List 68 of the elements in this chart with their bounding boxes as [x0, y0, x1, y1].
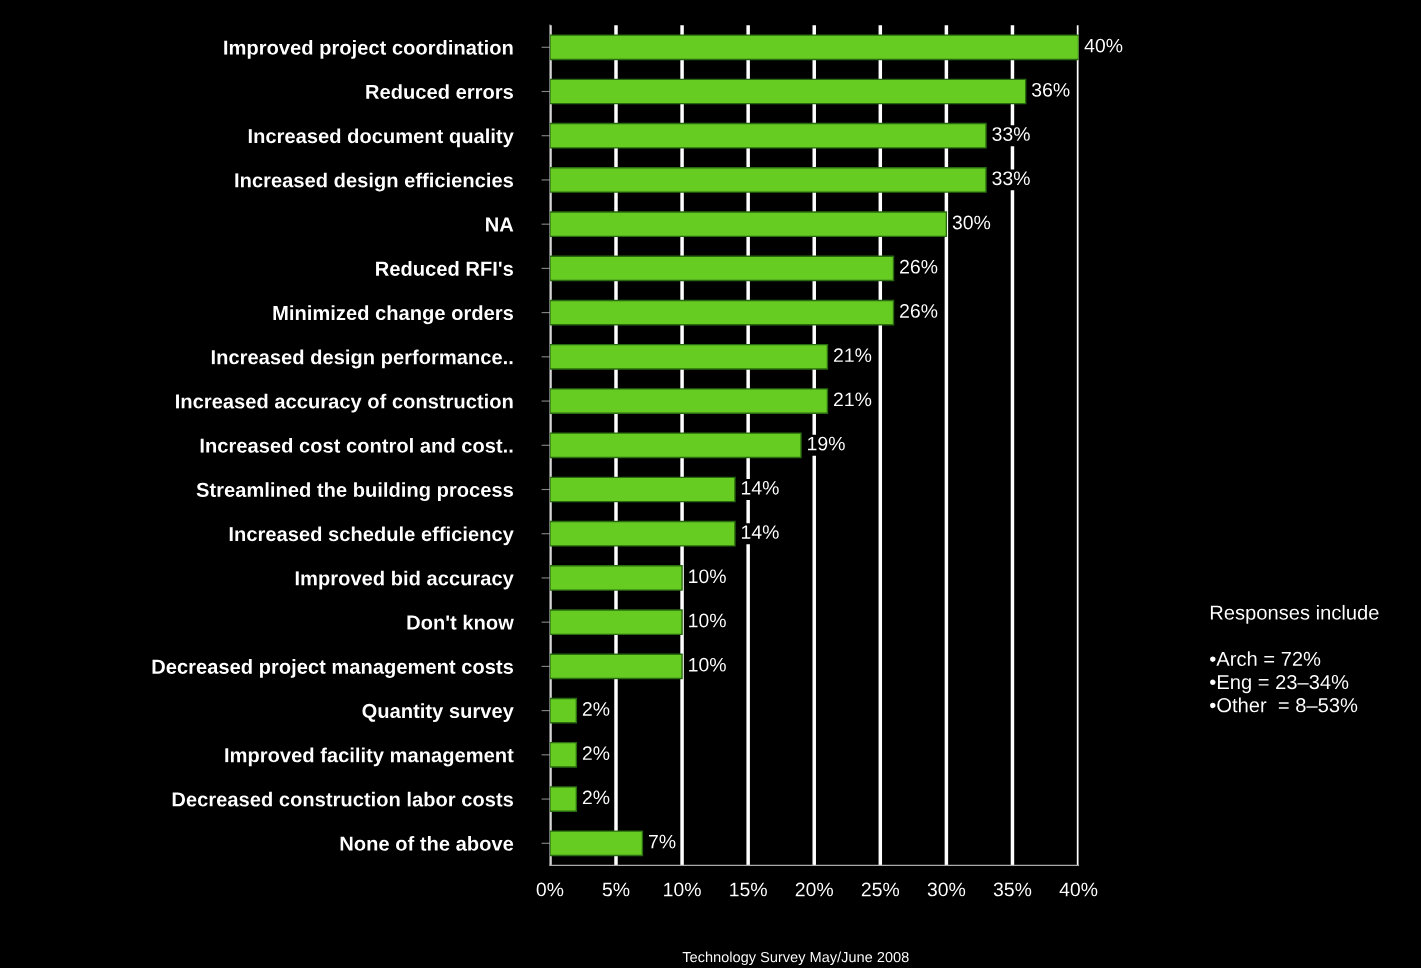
bar: [549, 167, 987, 193]
y-tick-label: Decreased construction labor costs: [172, 791, 514, 807]
x-tick-label: 30%: [927, 882, 966, 897]
text: Technology Survey May/June 2008: [682, 951, 909, 966]
text: Responses include •Arch = 72% •Eng = 23–34% •Other = 8–53%: [1210, 604, 1379, 713]
x-tick-label: 35%: [993, 882, 1032, 897]
x-tick-label: 10%: [664, 882, 701, 897]
x-tick-label: 0%: [536, 882, 564, 897]
data-label: 2%: [582, 702, 610, 716]
data-label: 2%: [582, 790, 610, 805]
data-label: 14%: [741, 525, 779, 539]
bar: [549, 609, 683, 636]
bar: [549, 299, 895, 326]
y-tick-label: NA: [486, 217, 514, 232]
bar: [549, 697, 578, 724]
bar: [549, 520, 736, 547]
bar: [549, 830, 644, 857]
y-tick-label: Minimized change orders: [273, 305, 513, 325]
y-tick-label: Improved project coordination: [224, 39, 513, 59]
data-label: 10%: [689, 613, 726, 628]
y-tick-label: Increased design performance..: [211, 349, 513, 369]
y-tick-label: Increased design efficiencies: [235, 172, 514, 192]
data-label: 36%: [1031, 82, 1070, 97]
y-tick-label: Decreased project management costs: [152, 659, 514, 678]
data-label: 14%: [741, 481, 779, 495]
y-tick-label: Streamlined the building process: [196, 482, 514, 502]
x-tick-label: 20%: [795, 882, 833, 897]
y-tick-label: Improved bid accuracy: [295, 570, 514, 590]
x-tick-label: 15%: [730, 882, 767, 897]
data-label: 30%: [952, 215, 991, 230]
y-tick-label: Increased cost control and cost..: [200, 437, 513, 453]
data-label: 10%: [689, 657, 726, 672]
bar: [549, 211, 948, 238]
y-tick-label: Increased schedule efficiency: [229, 526, 514, 546]
bar: [549, 34, 1079, 61]
bar: [549, 476, 736, 503]
y-tick-label: Don't know: [407, 614, 514, 630]
y-tick-label: Reduced RFI's: [376, 261, 513, 276]
data-label: 2%: [582, 746, 610, 760]
data-label: 7%: [648, 834, 676, 849]
data-label: 21%: [833, 392, 872, 407]
data-label: 33%: [992, 127, 1030, 141]
bar: [549, 78, 1027, 105]
bar: [549, 343, 829, 370]
data-label: 26%: [900, 304, 938, 318]
y-tick-label: Improved facility management: [225, 747, 514, 767]
bar: [549, 255, 895, 282]
data-label: 10%: [689, 569, 726, 584]
bar: [549, 122, 987, 149]
y-tick-label: Reduced errors: [366, 84, 513, 99]
bar: [549, 432, 802, 459]
data-label: 21%: [833, 348, 872, 362]
bar: [549, 741, 578, 768]
x-tick-label: 40%: [1059, 882, 1098, 897]
bar: [549, 653, 683, 680]
bar: [549, 565, 683, 591]
y-tick-label: Increased document quality: [248, 128, 514, 148]
bar: [549, 786, 578, 812]
data-label: 33%: [992, 171, 1030, 186]
data-label: 26%: [900, 259, 938, 274]
x-tick-label: 5%: [602, 882, 630, 897]
x-tick-label: 25%: [861, 882, 900, 897]
data-label: 40%: [1084, 38, 1123, 53]
bar: [549, 388, 829, 414]
data-label: 19%: [808, 436, 845, 451]
y-tick-label: Quantity survey: [362, 703, 514, 723]
y-tick-label: Increased accuracy of construction: [176, 393, 513, 413]
y-tick-label: None of the above: [340, 835, 514, 851]
